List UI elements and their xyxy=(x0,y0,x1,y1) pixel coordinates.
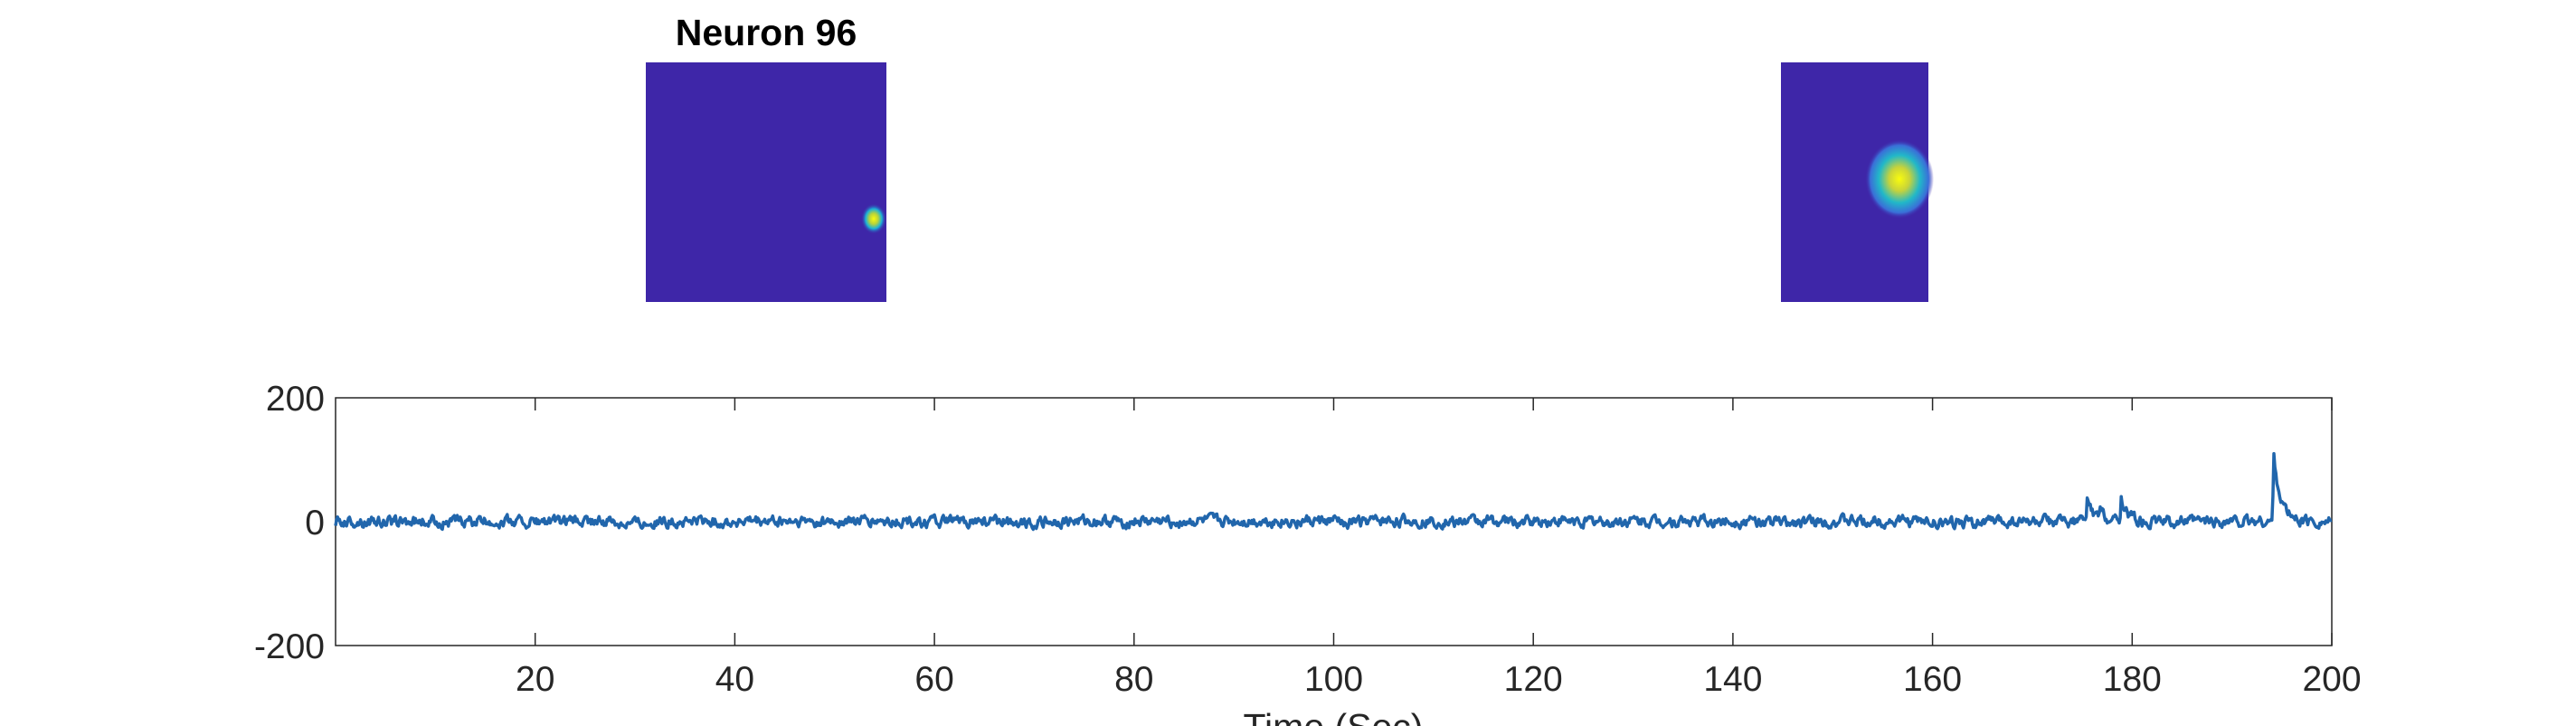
x-tick-label: 40 xyxy=(715,660,754,699)
footprint-spot xyxy=(861,203,886,234)
x-tick-label: 60 xyxy=(914,660,953,699)
trace-chart: 20 40 60 80 100 120 140 160 180 200 200 0 -200 Time … xyxy=(254,380,2362,726)
x-tick-label: 180 xyxy=(2103,660,2162,699)
neuron-footprint-map xyxy=(646,62,886,302)
x-tick-label: 160 xyxy=(1903,660,1962,699)
y-tick-label: -200 xyxy=(254,627,325,666)
axis-ticks xyxy=(534,398,2333,646)
x-tick-label: 20 xyxy=(516,660,554,699)
x-tick-label: 200 xyxy=(2302,660,2361,699)
calcium-trace-line xyxy=(334,451,2333,532)
y-tick-label: 200 xyxy=(266,380,325,419)
x-tick-label: 120 xyxy=(1504,660,1563,699)
x-tick-label: 80 xyxy=(1114,660,1153,699)
neuron-title: Neuron 96 xyxy=(676,12,857,53)
axis-tick-labels: 20 40 60 80 100 120 140 160 180 200 200 0 -200 xyxy=(254,380,2362,699)
x-tick-label: 140 xyxy=(1703,660,1762,699)
x-tick-label: 100 xyxy=(1304,660,1363,699)
neuron-zoom-map xyxy=(1781,62,1934,302)
zoom-spot xyxy=(1865,139,1934,219)
x-axis-label: Time (Sec) xyxy=(1244,706,1424,726)
y-tick-label: 0 xyxy=(305,504,325,542)
